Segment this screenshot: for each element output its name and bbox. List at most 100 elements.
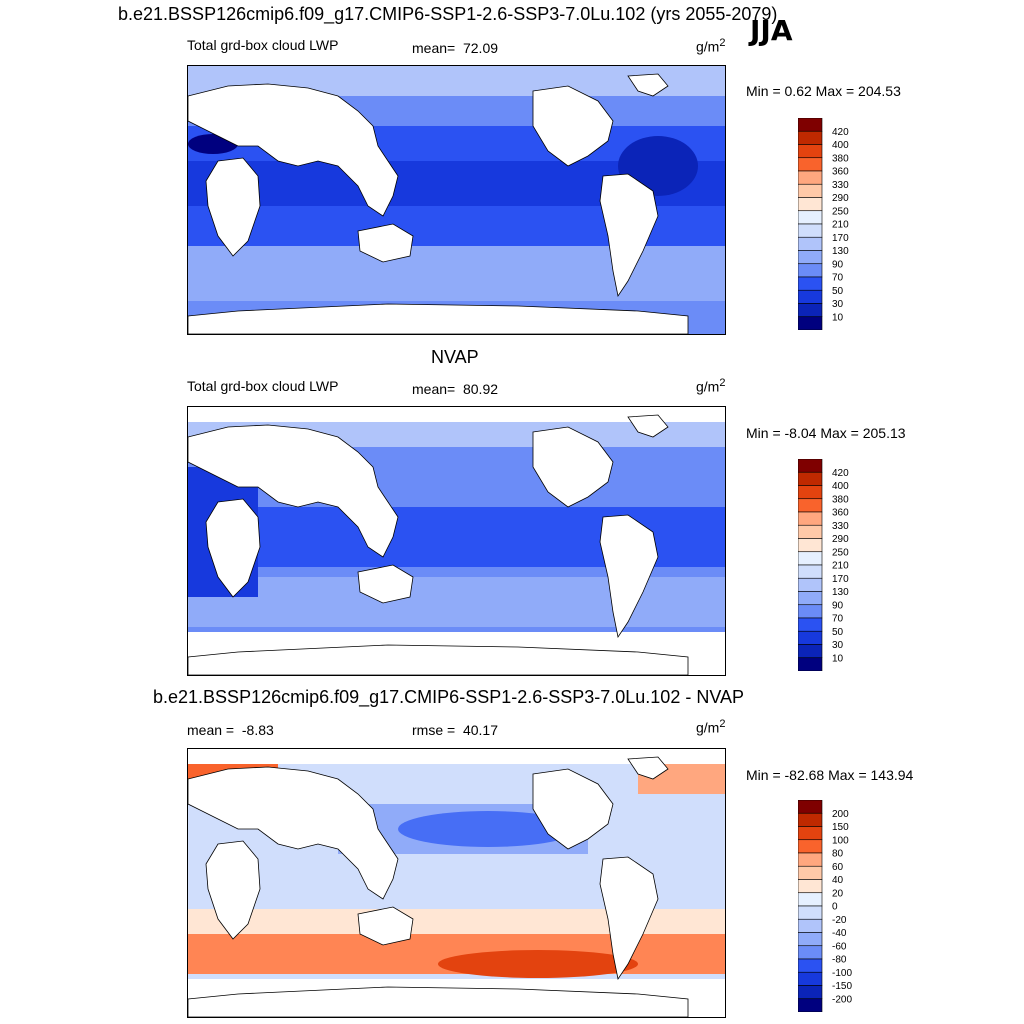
colorbar-swatch bbox=[798, 459, 823, 473]
colorbar-swatch bbox=[798, 263, 823, 278]
colorbar-tick-label: 10 bbox=[832, 312, 844, 323]
colorbar-tick-label: 30 bbox=[832, 640, 844, 651]
panel2-landmass-1 bbox=[188, 424, 399, 558]
panel3-map-svg bbox=[188, 749, 725, 1017]
colorbar-tick-label: 170 bbox=[832, 574, 849, 585]
panel3-landmass-5 bbox=[599, 856, 659, 981]
colorbar-swatch bbox=[798, 945, 823, 960]
colorbar-swatch bbox=[798, 250, 823, 265]
panel1-landmass-6 bbox=[627, 73, 669, 97]
colorbar-swatch bbox=[798, 932, 823, 947]
colorbar-swatch bbox=[798, 210, 823, 225]
colorbar-swatch bbox=[798, 657, 823, 671]
season-label: JJA bbox=[750, 14, 793, 47]
panel3-units-sup: 2 bbox=[719, 718, 726, 730]
colorbar-tick-label: 290 bbox=[832, 534, 849, 545]
colorbar-tick-label: -200 bbox=[832, 994, 852, 1005]
colorbar-swatch bbox=[798, 223, 823, 238]
colorbar-tick-label: 420 bbox=[832, 468, 849, 479]
colorbar-swatch bbox=[798, 471, 823, 486]
panel1-landmass-2 bbox=[205, 157, 261, 257]
panel3-colorbar: 200 150 100 80 60 40 20 0 -20 -40 -60 -80 -100 -150 -2… bbox=[798, 800, 888, 1012]
panel3-pacific-min bbox=[398, 811, 578, 847]
panel3-mean-value: -8.83 bbox=[241, 722, 274, 738]
colorbar-tick-label: 210 bbox=[832, 561, 849, 572]
colorbar-swatch bbox=[798, 879, 823, 894]
colorbar-swatch bbox=[798, 157, 823, 172]
colorbar-tick-label: 90 bbox=[832, 600, 844, 611]
panel3-mean-label: mean = bbox=[187, 722, 235, 738]
panel2-landmass-5 bbox=[599, 514, 659, 639]
colorbar-swatch bbox=[798, 985, 823, 1000]
panel3-minmax: Min = -82.68 Max = 143.94 bbox=[746, 767, 914, 783]
colorbar-swatch bbox=[798, 998, 823, 1012]
colorbar-tick-label: 400 bbox=[832, 481, 849, 492]
panel3-map bbox=[187, 748, 726, 1018]
colorbar-tick-label: 420 bbox=[832, 127, 849, 138]
panel2-map-svg bbox=[188, 407, 725, 675]
colorbar-swatch bbox=[798, 918, 823, 933]
panel1-map-svg bbox=[188, 66, 725, 334]
colorbar-tick-label: -60 bbox=[832, 941, 847, 952]
panel3-rmse: rmse = 40.17 bbox=[412, 722, 498, 738]
panel3-continents bbox=[188, 756, 689, 1017]
panel3-rmse-value: 40.17 bbox=[462, 722, 499, 738]
colorbar-tick-label: 50 bbox=[832, 627, 844, 638]
panel3-mean: mean = -8.83 bbox=[187, 722, 274, 738]
panel2-map bbox=[187, 406, 726, 676]
colorbar-swatch bbox=[798, 524, 823, 539]
colorbar-tick-label: 70 bbox=[832, 273, 844, 284]
panel1-minmax: Min = 0.62 Max = 204.53 bbox=[746, 83, 901, 99]
colorbar-tick-label: 70 bbox=[832, 614, 844, 625]
panel2-minmax: Min = -8.04 Max = 205.13 bbox=[746, 425, 906, 441]
colorbar-tick-label: -20 bbox=[832, 915, 847, 926]
colorbar-swatch bbox=[798, 839, 823, 854]
colorbar-swatch bbox=[798, 130, 823, 145]
colorbar-tick-label: 360 bbox=[832, 167, 849, 178]
colorbar-tick-label: -150 bbox=[832, 981, 852, 992]
colorbar-tick-label: 290 bbox=[832, 193, 849, 204]
colorbar-swatch bbox=[798, 303, 823, 318]
panel1-continents bbox=[188, 73, 689, 334]
colorbar-swatch bbox=[798, 971, 823, 986]
colorbar-tick-label: 30 bbox=[832, 299, 844, 310]
panel3-landmass-4 bbox=[532, 768, 614, 850]
panel3-southern-max bbox=[438, 950, 638, 978]
colorbar-tick-label: 400 bbox=[832, 140, 849, 151]
panel1-landmass-1 bbox=[188, 83, 399, 217]
panel3-rmse-label: rmse = bbox=[412, 722, 456, 738]
colorbar-swatch bbox=[798, 538, 823, 553]
colorbar-swatch bbox=[798, 800, 823, 814]
colorbar-tick-label: 330 bbox=[832, 180, 849, 191]
colorbar-tick-label: 360 bbox=[832, 508, 849, 519]
panel2-mean: mean= 80.92 bbox=[412, 381, 498, 397]
colorbar-tick-label: 90 bbox=[832, 259, 844, 270]
colorbar-swatch bbox=[798, 905, 823, 920]
colorbar-tick-label: 170 bbox=[832, 233, 849, 244]
panel2-continents bbox=[188, 414, 689, 675]
colorbar-swatch bbox=[798, 170, 823, 185]
colorbar-swatch bbox=[798, 644, 823, 659]
colorbar-tick-label: 150 bbox=[832, 822, 849, 833]
panel3-colorbar-svg: 200150100806040200-20-40-60-80-100-150-2… bbox=[798, 800, 852, 1012]
colorbar-tick-label: 0 bbox=[832, 902, 838, 913]
panel3-landmass-6 bbox=[627, 756, 669, 780]
colorbar-tick-label: -100 bbox=[832, 968, 852, 979]
colorbar-tick-label: 250 bbox=[832, 547, 849, 558]
colorbar-tick-label: 10 bbox=[832, 653, 844, 664]
colorbar-swatch bbox=[798, 551, 823, 566]
panel2-landmass-7 bbox=[188, 644, 689, 675]
colorbar-swatch bbox=[798, 144, 823, 159]
colorbar-swatch bbox=[798, 865, 823, 880]
colorbar-swatch bbox=[798, 617, 823, 632]
colorbar-tick-label: 40 bbox=[832, 875, 844, 886]
colorbar-swatch bbox=[798, 591, 823, 606]
panel2-colorbar-svg: 420 400 380 360 330 290 250 210 170 130 90 70 50 30 10 bbox=[798, 459, 849, 671]
panel1-colorbar-svg: 420 400 380 360 330 290 250 210 170 130 90 70 50 30 10 bbox=[798, 118, 849, 330]
panel1-variable: Total grd-box cloud LWP bbox=[187, 37, 339, 53]
colorbar-swatch bbox=[798, 289, 823, 304]
panel3-landmass-2 bbox=[205, 840, 261, 940]
panel3-units: g/m2 bbox=[696, 718, 725, 736]
panel2-variable: Total grd-box cloud LWP bbox=[187, 378, 339, 394]
